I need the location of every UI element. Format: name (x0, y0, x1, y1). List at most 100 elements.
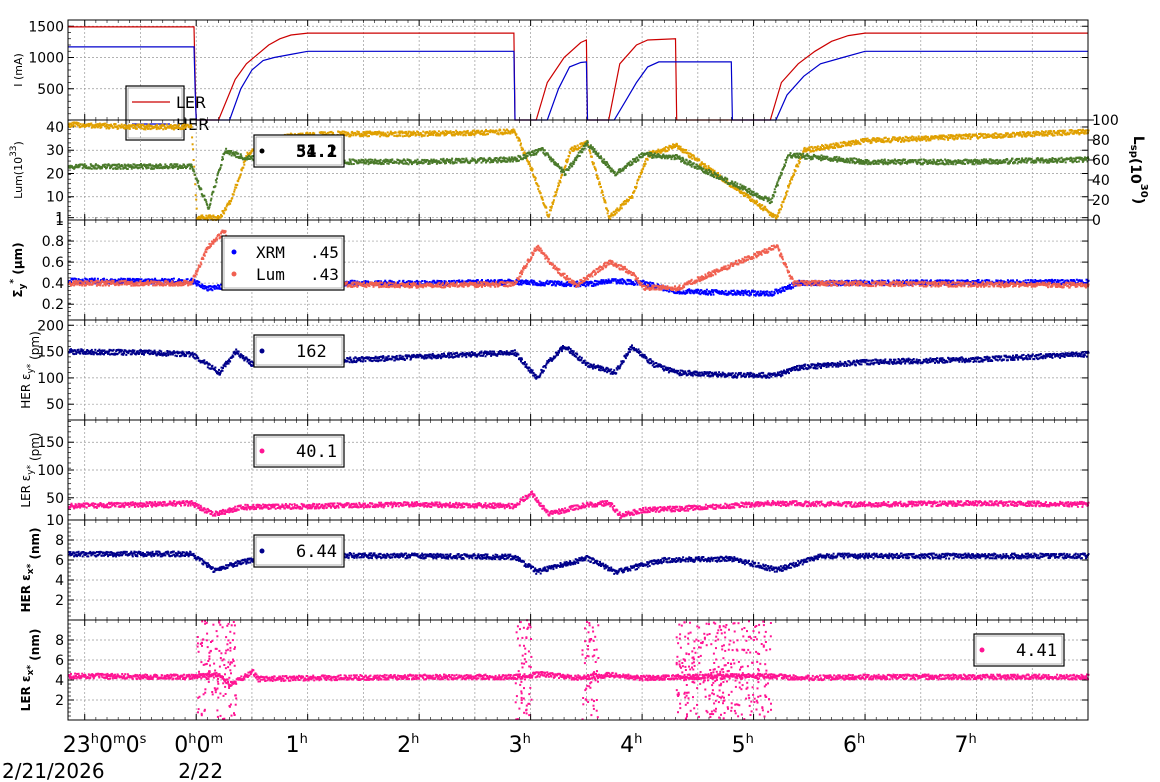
data-point (834, 158, 837, 161)
data-point (232, 151, 235, 154)
data-point (848, 141, 851, 143)
data-point (435, 162, 438, 165)
data-point (1063, 130, 1066, 133)
data-point (191, 143, 194, 146)
data-point (484, 133, 487, 136)
data-point (781, 168, 784, 171)
data-point (71, 121, 74, 124)
data-point (1074, 158, 1077, 161)
data-point (887, 137, 890, 140)
data-point (775, 183, 778, 186)
data-point (953, 160, 956, 163)
data-point (430, 159, 433, 162)
data-point (435, 159, 438, 162)
data-point (485, 128, 487, 131)
data-point (420, 133, 423, 136)
data-point (1056, 132, 1059, 135)
data-point (484, 130, 486, 133)
data-point (844, 141, 847, 144)
data-point (978, 133, 980, 135)
data-point (90, 167, 93, 170)
data-point (705, 170, 708, 173)
data-point (487, 133, 489, 136)
data-point (349, 159, 352, 162)
data-point (128, 165, 131, 168)
data-point (824, 143, 827, 146)
data-point (228, 150, 231, 152)
data-point (575, 159, 578, 162)
data-point (444, 129, 447, 132)
data-point (1085, 132, 1088, 135)
data-point (674, 146, 676, 148)
data-point (623, 200, 626, 202)
data-point (524, 155, 527, 158)
data-point (574, 157, 577, 160)
data-point (964, 137, 967, 140)
data-point (842, 145, 845, 147)
data-point (142, 167, 144, 170)
data-point (894, 162, 897, 165)
data-point (570, 162, 573, 165)
data-point (120, 277, 123, 280)
data-point (583, 147, 586, 150)
data-point (531, 169, 534, 172)
data-point (695, 157, 698, 160)
data-point (143, 128, 145, 131)
data-point (679, 157, 682, 160)
data-point (192, 159, 195, 161)
data-point (506, 128, 509, 131)
data-point (413, 161, 416, 164)
data-point (733, 182, 736, 185)
data-point (966, 137, 969, 140)
data-point (1053, 130, 1055, 132)
data-point (989, 162, 992, 165)
data-point (1006, 132, 1009, 135)
data-point (428, 162, 431, 165)
data-point (309, 132, 312, 134)
data-point (528, 162, 531, 165)
data-point (624, 166, 627, 169)
data-point (1080, 157, 1083, 160)
data-point (904, 158, 907, 161)
data-point (917, 135, 920, 138)
data-point (1083, 158, 1086, 161)
data-point (1047, 131, 1049, 134)
data-point (547, 154, 550, 156)
data-point (866, 137, 869, 140)
data-point (692, 162, 695, 165)
data-point (428, 134, 431, 136)
data-point (1030, 158, 1033, 160)
data-point (625, 164, 628, 167)
data-point (248, 158, 251, 160)
data-point (811, 147, 814, 150)
data-point (116, 167, 119, 170)
data-point (126, 125, 129, 127)
data-point (1082, 160, 1085, 162)
data-point (778, 211, 781, 214)
data-point (137, 279, 140, 282)
data-point (872, 160, 875, 163)
data-point (920, 137, 923, 140)
data-point (820, 154, 823, 157)
data-point (397, 134, 400, 137)
data-point (542, 202, 545, 204)
data-point (685, 149, 688, 151)
data-point (677, 147, 680, 150)
data-point (170, 278, 173, 280)
data-point (436, 132, 439, 135)
data-point (632, 191, 635, 194)
data-point (1046, 134, 1049, 137)
data-point (704, 172, 707, 175)
data-point (206, 204, 209, 206)
data-point (1069, 131, 1072, 134)
data-point (850, 159, 853, 161)
data-point (561, 171, 564, 174)
data-point (352, 134, 355, 137)
data-point (145, 167, 148, 170)
data-point (581, 151, 584, 154)
data-point (1052, 134, 1054, 137)
data-point (168, 125, 171, 128)
data-point (779, 208, 782, 211)
data-point (708, 168, 710, 171)
data-point (549, 156, 552, 159)
